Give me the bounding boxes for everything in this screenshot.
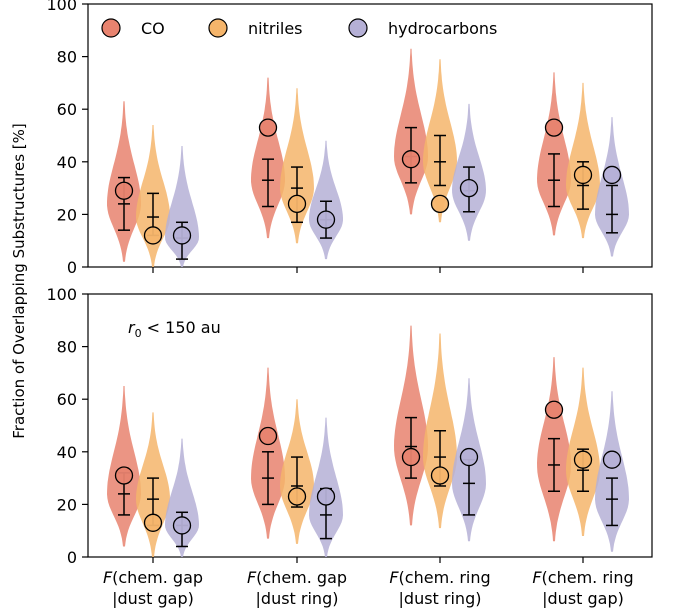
- violin-hydrocarbons: [309, 140, 343, 260]
- observed-point-nitriles: [573, 165, 593, 185]
- x-tick-label-line1: F(chem. gap: [247, 568, 347, 587]
- legend-marker-co: [101, 18, 121, 38]
- legend: CO nitriles hydrocarbons: [101, 18, 497, 38]
- observed-point-hydrocarbons: [172, 516, 192, 535]
- violin-hydrocarbons: [309, 417, 343, 557]
- radius-annotation: r0 < 150 au: [128, 318, 221, 340]
- violin-hydrocarbons: [595, 391, 629, 552]
- y-tick-label: 100: [46, 0, 77, 14]
- legend-label-co: CO: [141, 19, 165, 38]
- legend-label-nitriles: nitriles: [248, 19, 303, 38]
- observed-point-hydrocarbons: [602, 165, 622, 185]
- observed-point-co: [114, 181, 134, 200]
- observed-point-nitriles: [573, 450, 593, 469]
- y-tick-label: 80: [57, 338, 77, 357]
- observed-point-co: [401, 447, 421, 467]
- legend-marker-nitriles: [208, 18, 228, 38]
- observed-point-hydrocarbons: [602, 450, 622, 469]
- y-tick-label: 60: [57, 100, 77, 119]
- observed-point-nitriles: [143, 513, 163, 532]
- observed-point-co: [401, 150, 421, 169]
- x-tick-label-line2: |dust gap): [112, 589, 194, 608]
- y-tick-label: 80: [57, 48, 77, 67]
- violin-co: [107, 386, 141, 547]
- y-tick-label: 20: [57, 205, 77, 224]
- x-tick-label-line1: F(chem. gap: [103, 568, 203, 587]
- observed-point-hydrocarbons: [316, 487, 336, 506]
- observed-point-nitriles: [287, 487, 307, 506]
- chart-marks: [107, 48, 629, 557]
- observed-point-co: [114, 466, 134, 485]
- bottom-panel-frame: [87, 293, 653, 558]
- observed-point-hydrocarbons: [172, 226, 192, 245]
- y-tick-label: 40: [57, 153, 77, 172]
- observed-point-co: [544, 400, 564, 419]
- legend-label-hydrocarbons: hydrocarbons: [388, 19, 497, 38]
- x-tick-label-line2: |dust gap): [542, 589, 624, 608]
- observed-point-nitriles: [143, 226, 163, 245]
- observed-point-co: [258, 426, 278, 446]
- y-tick-label: 60: [57, 390, 77, 409]
- y-axis-ticks: 0 20 40 60 80 100 0 20 40 60 80 100: [46, 0, 88, 567]
- x-tick-label-line2: |dust ring): [399, 589, 482, 608]
- y-tick-label: 40: [57, 443, 77, 462]
- observed-point-co: [544, 118, 564, 137]
- observed-point-nitriles: [430, 194, 450, 214]
- observed-point-hydrocarbons: [459, 178, 479, 198]
- violin-co: [251, 77, 285, 239]
- y-tick-label: 0: [67, 258, 77, 277]
- observed-point-nitriles: [287, 194, 307, 214]
- y-tick-label: 0: [67, 548, 77, 567]
- observed-point-hydrocarbons: [459, 447, 479, 467]
- x-tick-label-line2: |dust ring): [256, 589, 339, 608]
- y-tick-label: 100: [46, 285, 77, 304]
- violin-nitriles: [566, 82, 600, 239]
- observed-point-hydrocarbons: [316, 210, 336, 229]
- x-axis-ticks: F(chem. gap |dust gap) F(chem. gap |dust ri…: [103, 267, 634, 608]
- legend-marker-hydrocarbons: [348, 18, 368, 38]
- y-axis-label: Fraction of Overlapping Substructures [%…: [10, 123, 28, 438]
- observed-point-nitriles: [430, 466, 450, 485]
- top-panel-frame: [87, 3, 653, 268]
- y-tick-label: 20: [57, 495, 77, 514]
- x-tick-label-line1: F(chem. ring: [389, 568, 490, 587]
- x-tick-label-line1: F(chem. ring: [532, 568, 633, 587]
- observed-point-co: [258, 118, 278, 137]
